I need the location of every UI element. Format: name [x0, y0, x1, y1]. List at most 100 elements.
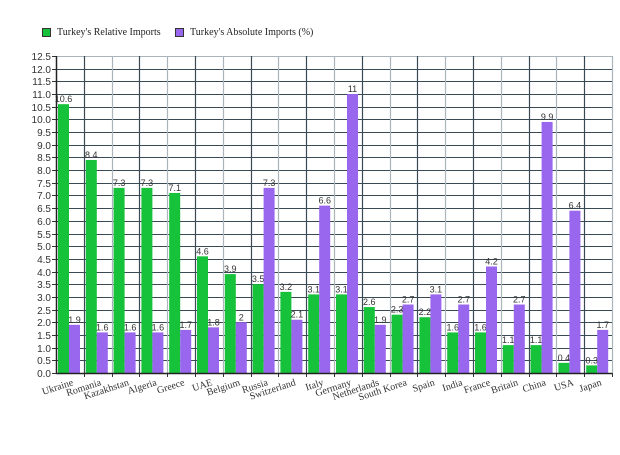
bar-value-label: 7.3 [113, 178, 126, 188]
y-tick-label: 3.5 [37, 280, 51, 291]
bar-relative-imports [197, 256, 208, 373]
legend-label: Turkey's Absolute Imports (%) [190, 27, 314, 38]
bar-value-label: 6.4 [569, 201, 582, 211]
bar-value-label: 8.4 [85, 150, 98, 160]
bar-value-label: 10.6 [55, 94, 73, 104]
y-tick-label: 5.5 [37, 230, 51, 241]
bar-relative-imports [169, 192, 181, 373]
x-category-label: China [521, 377, 548, 395]
bar-value-label: 3.1 [307, 284, 320, 294]
y-tick-label: 8.0 [37, 166, 51, 177]
y-tick-label: 7.0 [37, 191, 51, 202]
bar-absolute-imports [347, 94, 358, 373]
bar-absolute-imports [319, 205, 331, 373]
bar-value-label: 1.6 [446, 322, 459, 332]
y-tick-label: 6.0 [37, 217, 51, 228]
bar-relative-imports [475, 332, 486, 373]
bar-value-label: 1.6 [152, 322, 165, 332]
bar-relative-imports [280, 291, 292, 373]
y-tick-label: 7.5 [37, 179, 51, 190]
bar-value-label: 3.1 [430, 284, 443, 294]
x-category-label: Spain [411, 377, 436, 395]
y-tick-label: 2.0 [37, 318, 51, 329]
bar-absolute-imports [541, 121, 553, 373]
y-tick-label: 9.0 [37, 141, 51, 152]
bar-relative-imports [419, 317, 431, 373]
bar-value-label: 4.6 [196, 246, 209, 256]
legend-swatch-green [42, 28, 51, 37]
bar-value-label: 2.6 [363, 297, 376, 307]
y-tick-label: 10.0 [32, 115, 52, 126]
y-tick-label: 0.0 [37, 369, 51, 380]
y-tick-label: 4.0 [37, 268, 51, 279]
bar-value-label: 7.1 [168, 183, 181, 193]
bar-relative-imports [447, 332, 459, 373]
bar-value-label: 3.1 [335, 284, 348, 294]
bar-absolute-imports [96, 332, 108, 373]
bar-value-label: 2.2 [419, 307, 432, 317]
x-category-label: Britain [490, 377, 520, 396]
bar-relative-imports [530, 345, 542, 373]
bar-absolute-imports [569, 210, 581, 373]
bar-value-label: 2 [239, 312, 244, 322]
bar-value-label: 1.9 [374, 315, 387, 325]
bar-absolute-imports [124, 332, 136, 373]
bar-value-label: 3.2 [280, 282, 293, 292]
y-tick-label: 0.5 [37, 356, 51, 367]
bar-value-label: 2.7 [457, 295, 470, 305]
bar-value-label: 9.9 [541, 112, 554, 122]
legend-item-relative-imports: Turkey's Relative Imports [42, 27, 161, 38]
bar-value-label: 2.7 [513, 295, 526, 305]
bar-relative-imports [113, 187, 125, 373]
y-tick-label: 1.5 [37, 331, 51, 342]
bar-relative-imports [502, 345, 514, 373]
bar-relative-imports [363, 307, 375, 373]
bar-relative-imports [391, 314, 403, 373]
x-category-label: India [441, 377, 464, 394]
y-tick-label: 10.5 [32, 103, 52, 114]
bar-value-label: 1.1 [530, 335, 543, 345]
bar-value-label: 1.6 [474, 322, 487, 332]
bar-value-label: 6.6 [318, 196, 331, 206]
bar-relative-imports [558, 362, 570, 373]
bar-absolute-imports [208, 327, 219, 373]
bar-absolute-imports [402, 304, 414, 373]
bar-value-label: 0.4 [558, 353, 571, 363]
x-category-label: Algeria [126, 377, 158, 397]
bar-absolute-imports [180, 329, 192, 373]
x-category-label: Italy [304, 377, 325, 393]
y-tick-label: 4.5 [37, 255, 51, 266]
y-tick-label: 12.5 [32, 52, 52, 63]
bar-relative-imports [252, 284, 264, 373]
bar-absolute-imports [458, 304, 470, 373]
y-tick-label: 11.0 [32, 90, 51, 101]
chart-legend: Turkey's Relative Imports Turkey's Absol… [0, 27, 620, 41]
y-tick-label: 9.5 [37, 128, 51, 139]
bar-value-label: 1.6 [96, 322, 109, 332]
bar-value-label: 7.3 [141, 178, 154, 188]
bar-absolute-imports [69, 324, 80, 373]
bar-relative-imports [85, 159, 97, 373]
bar-value-label: 1.1 [502, 335, 515, 345]
legend-label: Turkey's Relative Imports [57, 27, 161, 38]
bar-relative-imports [141, 187, 153, 373]
bar-value-label: 3.9 [224, 264, 237, 274]
bar-value-label: 11 [348, 84, 357, 94]
bar-absolute-imports [263, 187, 275, 373]
bar-relative-imports [308, 294, 320, 373]
bar-value-label: 7.3 [263, 178, 276, 188]
y-tick-label: 5.0 [37, 242, 51, 253]
y-tick-label: 6.5 [37, 204, 51, 215]
y-tick-label: 3.0 [37, 293, 51, 304]
y-tick-label: 2.5 [37, 306, 51, 317]
bar-value-label: 0.3 [585, 355, 598, 365]
x-category-label: Greece [156, 377, 187, 396]
bar-absolute-imports [513, 304, 525, 373]
bar-value-label: 1.6 [124, 322, 137, 332]
y-tick-label: 1.0 [37, 344, 51, 355]
bar-relative-imports [586, 365, 598, 373]
bar-value-label: 1.7 [596, 320, 609, 330]
bar-value-label: 3.5 [252, 274, 265, 284]
bar-value-label: 1.7 [179, 320, 192, 330]
